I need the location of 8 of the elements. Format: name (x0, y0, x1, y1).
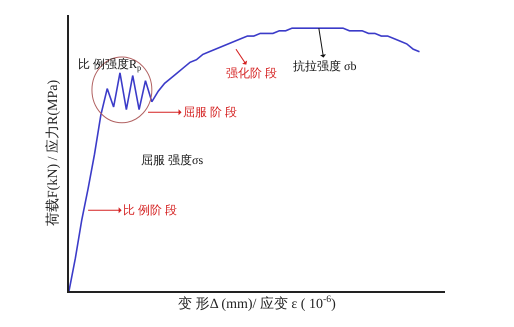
annotation: 比 例强度R$_{p}$ (78, 57, 142, 73)
annotation: 屈服 阶 段 (183, 105, 237, 119)
x-axis-title: 变 形Δ (mm)/ 应变 ε ( 10$^{-6}$) (178, 294, 336, 312)
annotation: 抗拉强度 σb (293, 59, 356, 73)
annotation: 强化阶 段 (226, 66, 277, 80)
annotation: 比 例阶 段 (123, 203, 177, 217)
annotation: 屈服 强度σs (141, 153, 204, 167)
y-axis-title: 荷载F(kN) / 应力R(MPa) (45, 80, 62, 226)
